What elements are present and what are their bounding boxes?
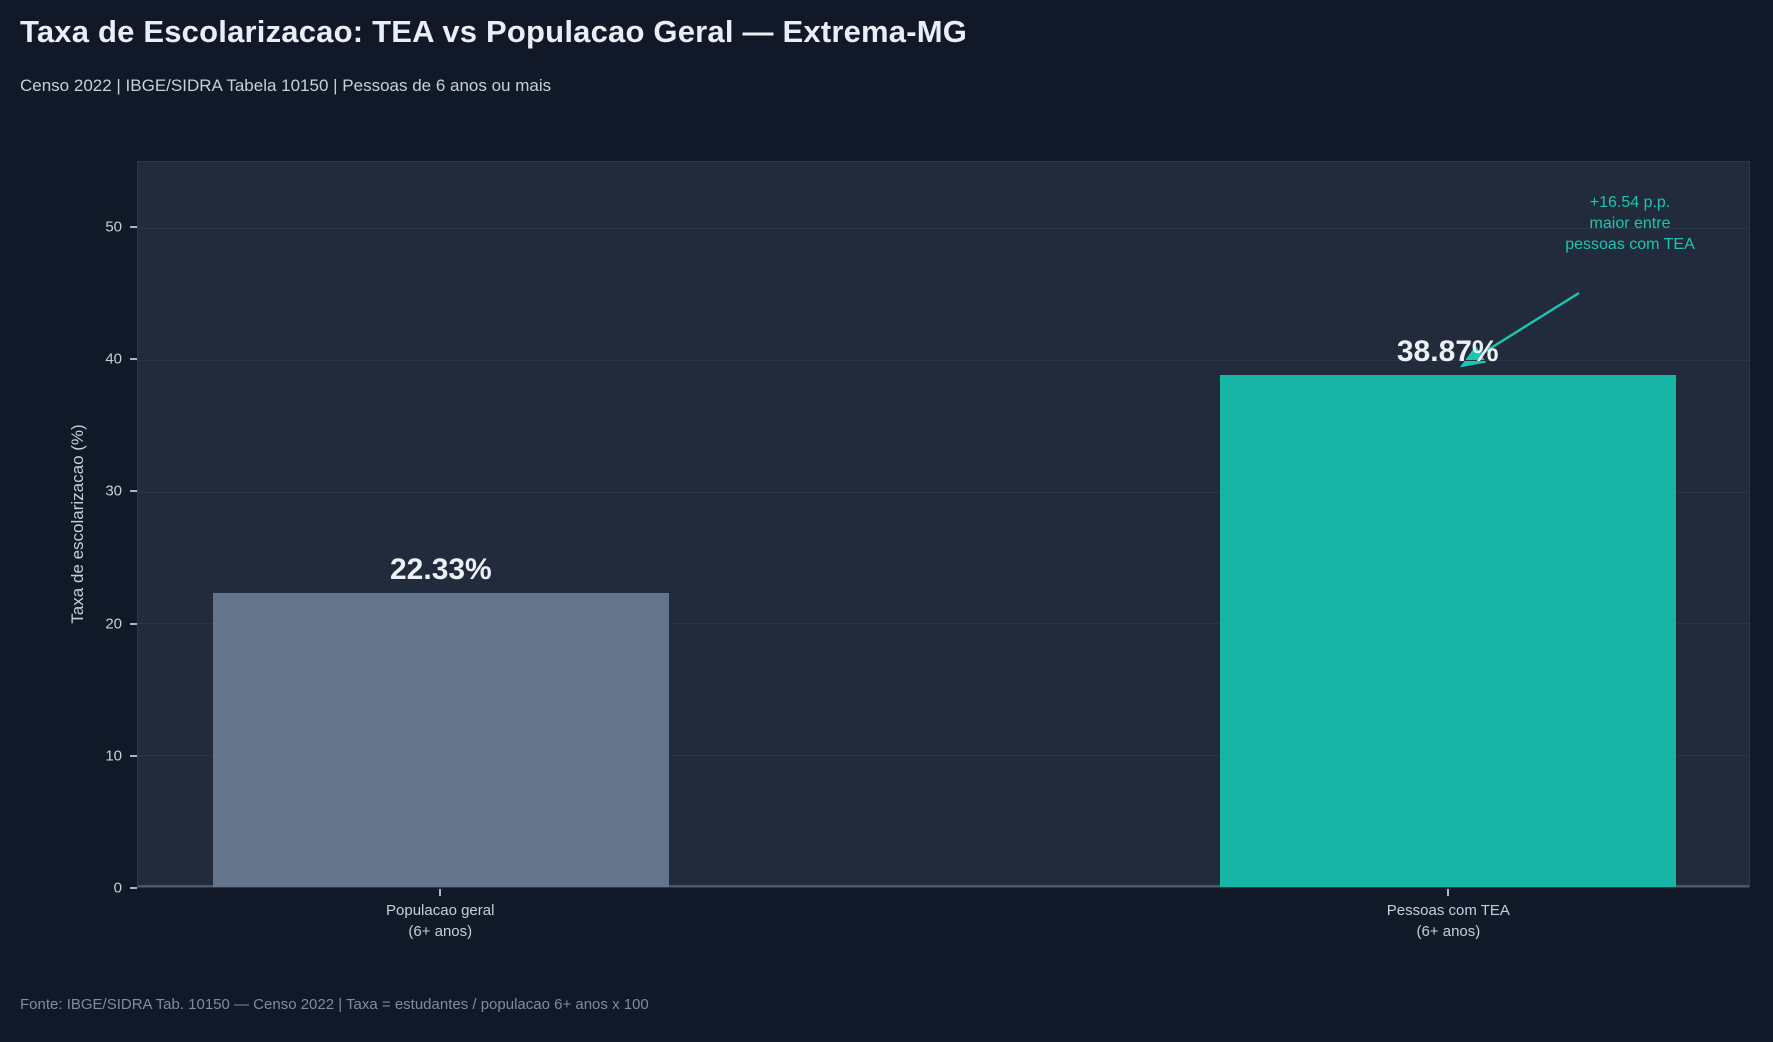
gridline-20 (138, 623, 1749, 625)
annotation-text: +16.54 p.p. maior entre pessoas com TEA (1565, 194, 1695, 253)
y-tick-label: 20 (105, 615, 122, 633)
gridline-30 (138, 491, 1749, 493)
y-tick-mark (130, 622, 137, 625)
y-tick-mark (130, 226, 137, 229)
x-tick-mark (1447, 889, 1450, 896)
y-tick-mark (130, 490, 137, 493)
y-tick-mark (130, 754, 137, 757)
y-tick-label: 0 (113, 879, 122, 897)
y-tick-mark (130, 358, 137, 361)
bar-value-label: 22.33% (389, 552, 492, 586)
bar-value-label: 38.87% (1396, 334, 1499, 368)
y-tick-label: 10 (105, 747, 122, 765)
source-note: Fonte: IBGE/SIDRA Tab. 10150 — Censo 202… (20, 996, 649, 1013)
x-axis-spine (138, 885, 1749, 887)
y-tick-mark (130, 887, 137, 889)
y-tick-label: 50 (105, 218, 122, 236)
page-title: Taxa de Escolarizacao: TEA vs Populacao … (20, 14, 968, 49)
bar-pessoas-com-tea (1219, 374, 1676, 887)
x-tick-mark (439, 889, 442, 896)
y-axis: 0 10 20 30 40 50 (0, 161, 137, 897)
x-tick-label: Pessoas com TEA (6+ anos) (1386, 902, 1510, 940)
gridline-10 (138, 755, 1749, 757)
x-axis: Populacao geral (6+ anos) Pessoas com TEA(… (137, 888, 1750, 958)
gridline-50 (138, 227, 1749, 229)
plot-area: +16.54 p.p. maior entre pessoas com TEA 22… (137, 161, 1750, 888)
y-tick-label: 30 (105, 482, 122, 500)
gridline-40 (138, 359, 1749, 361)
page-subtitle: Censo 2022 | IBGE/SIDRA Tabela 10150 | P… (20, 76, 552, 95)
bar-populacao-geral (212, 592, 669, 887)
y-tick-label: 40 (105, 350, 122, 368)
x-tick-label: Populacao geral (6+ anos) (386, 902, 495, 940)
